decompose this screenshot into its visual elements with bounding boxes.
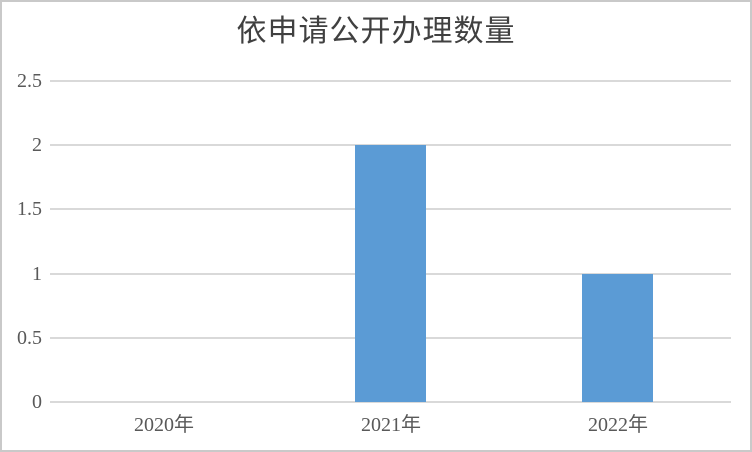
- y-axis-tick-label: 1.5: [17, 198, 42, 220]
- x-axis-tick-label: 2022年: [588, 414, 648, 436]
- chart-title: 依申请公开办理数量: [236, 15, 516, 48]
- y-axis-tick-label: 0: [32, 391, 42, 413]
- y-axis-tick-label: 0.5: [17, 327, 42, 349]
- gridline-0: [50, 401, 731, 403]
- y-axis-tick-label: 1: [32, 263, 42, 285]
- y-axis-tick-label: 2: [32, 134, 42, 156]
- bar-2021年: [355, 145, 426, 402]
- x-axis-tick-label: 2021年: [361, 414, 421, 436]
- gridline-2.5: [50, 80, 731, 82]
- y-axis-tick-label: 2.5: [17, 70, 42, 92]
- x-axis-tick-label: 2020年: [134, 414, 194, 436]
- bar-2022年: [582, 274, 653, 402]
